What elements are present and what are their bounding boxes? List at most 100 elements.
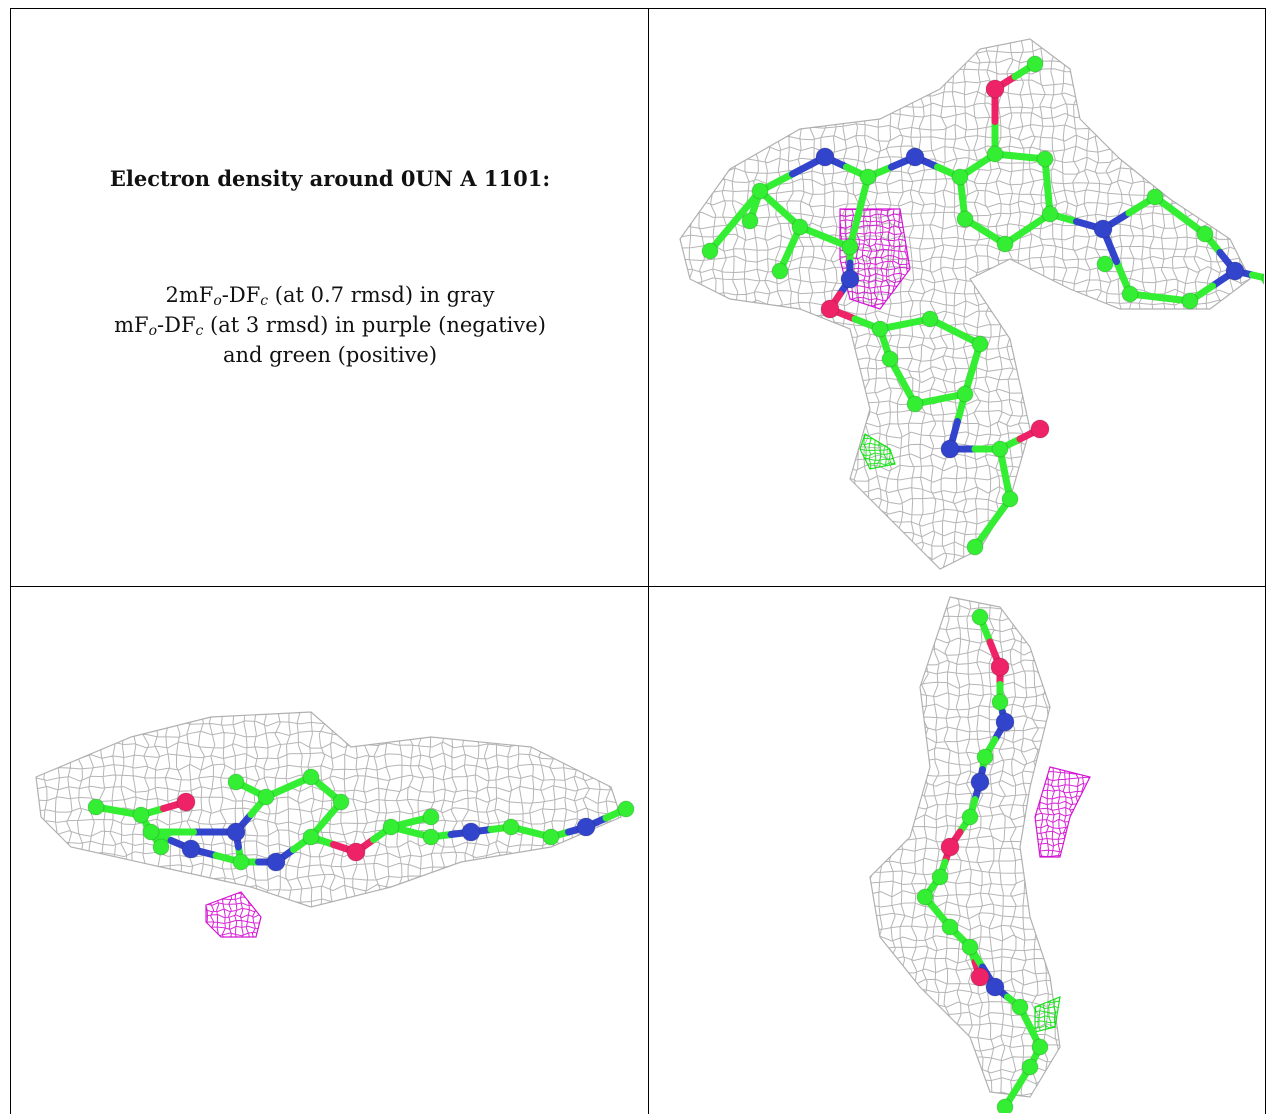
- caption-cell: Electron density around 0UN A 1101: 2mFo…: [30, 8, 630, 586]
- carbon-atom: [871, 320, 889, 338]
- carbon-atom: [422, 808, 440, 826]
- carbon-atom: [1021, 1058, 1039, 1076]
- carbon-atom: [961, 808, 979, 826]
- molecule-view-top: [679, 38, 1264, 570]
- carbon-atom: [1041, 205, 1059, 223]
- border-middle: [10, 586, 1266, 587]
- ligand-0UN-side: [87, 768, 635, 872]
- oxygen-atom: [346, 842, 366, 862]
- density-panel-bottom-left: [11, 587, 647, 1113]
- carbon-atom: [232, 853, 250, 871]
- carbon-atom: [422, 828, 440, 846]
- carbon-atom: [859, 168, 877, 186]
- carbon-atom: [971, 608, 989, 626]
- nitrogen-atom: [461, 822, 481, 842]
- oxygen-atom: [985, 79, 1005, 99]
- molecule-view-side: [35, 711, 635, 938]
- carbon-atom: [1261, 272, 1264, 286]
- carbon-atom: [921, 310, 939, 328]
- gray-density-mesh-outline: [679, 38, 1251, 570]
- carbon-atom: [1031, 1038, 1049, 1056]
- oxygen-atom: [1030, 419, 1050, 439]
- carbon-atom: [906, 395, 924, 413]
- border-left: [10, 8, 11, 1114]
- carbon-atom: [257, 788, 275, 806]
- nitrogen-atom: [1093, 219, 1113, 239]
- carbon-atom: [1096, 255, 1114, 273]
- carbon-atom: [991, 693, 1009, 711]
- negative-density-mesh-outline: [1034, 766, 1091, 858]
- carbon-atom: [996, 1098, 1014, 1113]
- carbon-atom: [961, 938, 979, 956]
- carbon-atom: [132, 806, 150, 824]
- carbon-atom: [502, 818, 520, 836]
- carbon-atom: [996, 235, 1014, 253]
- carbon-atom: [332, 793, 350, 811]
- carbon-atom: [741, 212, 759, 230]
- legend-line-difference: mFo-DFc (at 3 rmsd) in purple (negative): [114, 313, 546, 339]
- legend: 2mFo-DFc (at 0.7 rmsd) in gray mFo-DFc (…: [30, 280, 630, 370]
- ligand-0UN-edge: [916, 608, 1049, 1113]
- negative-density-mesh-outline: [839, 208, 911, 310]
- carbon-atom: [1196, 225, 1214, 243]
- carbon-atom: [976, 748, 994, 766]
- carbon-atom: [1011, 998, 1029, 1016]
- carbon-atom: [971, 335, 989, 353]
- oxygen-atom: [990, 657, 1010, 677]
- carbon-atom: [1001, 490, 1019, 508]
- carbon-atom: [617, 800, 635, 818]
- legend-line-gray: 2mFo-DFc (at 0.7 rmsd) in gray: [165, 283, 495, 309]
- molecule-view-edge: [869, 596, 1091, 1113]
- legend-line-positive: and green (positive): [222, 343, 438, 367]
- negative-density-mesh: [1035, 767, 1090, 857]
- positive-density-mesh-outline: [859, 433, 896, 470]
- nitrogen-atom: [970, 772, 990, 792]
- carbon-atom: [701, 242, 719, 260]
- carbon-atom: [881, 350, 899, 368]
- carbon-atom: [302, 828, 320, 846]
- nitrogen-atom: [181, 839, 201, 859]
- nitrogen-atom: [985, 977, 1005, 997]
- figure-grid: Electron density around 0UN A 1101: 2mFo…: [10, 8, 1266, 1114]
- positive-density-mesh-outline: [1034, 996, 1061, 1033]
- nitrogen-atom: [576, 817, 596, 837]
- nitrogen-atom: [995, 712, 1015, 732]
- border-center: [648, 8, 649, 1114]
- carbon-atom: [227, 773, 245, 791]
- carbon-atom: [87, 798, 105, 816]
- carbon-atom: [302, 768, 320, 786]
- carbon-atom: [771, 262, 789, 280]
- carbon-atom: [966, 538, 984, 556]
- carbon-atom: [941, 918, 959, 936]
- carbon-atom: [152, 838, 170, 856]
- oxygen-atom: [176, 792, 196, 812]
- carbon-atom: [382, 818, 400, 836]
- carbon-atom: [956, 210, 974, 228]
- negative-density-mesh-outline: [205, 891, 262, 938]
- carbon-atom: [791, 218, 809, 236]
- nitrogen-atom: [266, 852, 286, 872]
- figure-title: Electron density around 0UN A 1101:: [109, 166, 551, 191]
- carbon-atom: [931, 868, 949, 886]
- border-right: [1265, 8, 1266, 1114]
- ligand-0UN-top: [701, 55, 1264, 556]
- nitrogen-atom: [815, 147, 835, 167]
- carbon-atom: [951, 168, 969, 186]
- carbon-atom: [956, 385, 974, 403]
- oxygen-atom: [940, 837, 960, 857]
- carbon-atom: [986, 145, 1004, 163]
- carbon-atom: [542, 828, 560, 846]
- oxygen-atom: [970, 967, 990, 987]
- oxygen-atom: [820, 299, 840, 319]
- carbon-atom: [1026, 55, 1044, 73]
- nitrogen-atom: [840, 269, 860, 289]
- carbon-atom: [916, 888, 934, 906]
- nitrogen-atom: [226, 822, 246, 842]
- nitrogen-atom: [1225, 261, 1245, 281]
- density-panel-bottom-right: [650, 587, 1264, 1113]
- carbon-atom: [1036, 150, 1054, 168]
- carbon-atom: [841, 238, 859, 256]
- carbon-atom: [991, 440, 1009, 458]
- density-panel-top-right: [650, 9, 1264, 585]
- carbon-atom: [1181, 292, 1199, 310]
